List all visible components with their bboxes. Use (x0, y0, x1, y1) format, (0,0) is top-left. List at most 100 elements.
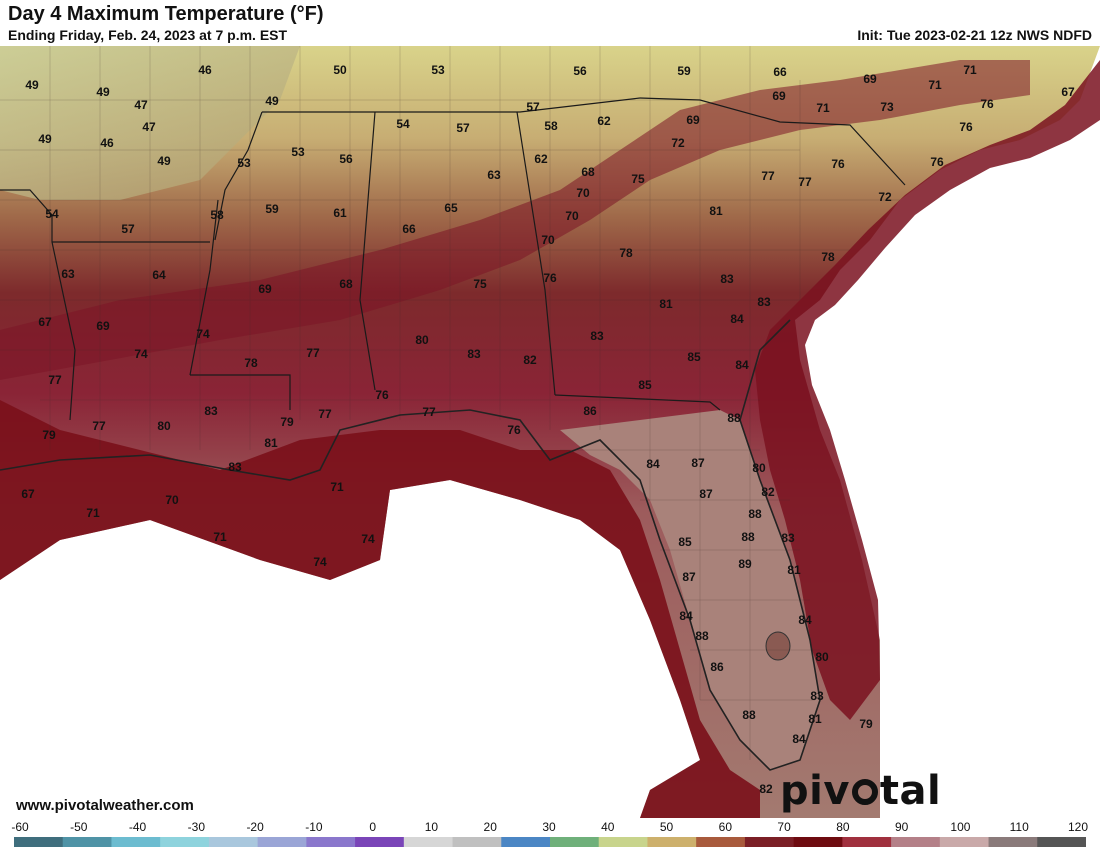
temperature-label: 75 (631, 172, 645, 186)
temperature-label: 66 (773, 65, 787, 79)
temperature-label: 82 (761, 485, 775, 499)
temperature-label: 78 (821, 250, 835, 264)
legend-swatch (355, 837, 405, 847)
temperature-label: 69 (863, 72, 877, 86)
temperature-label: 70 (165, 493, 179, 507)
temperature-label: 78 (244, 356, 258, 370)
temperature-label: 56 (339, 152, 353, 166)
map-title: Day 4 Maximum Temperature (°F) (8, 3, 324, 25)
temperature-label: 54 (396, 117, 410, 131)
temperature-label: 57 (456, 121, 470, 135)
temperature-label: 76 (831, 157, 845, 171)
temperature-label: 87 (691, 456, 705, 470)
coastline (0, 319, 821, 771)
temperature-label: 88 (742, 708, 756, 722)
temperature-label: 83 (757, 295, 771, 309)
temperature-label: 49 (38, 132, 52, 146)
temperature-label: 49 (25, 78, 39, 92)
temperature-label: 49 (96, 85, 110, 99)
temperature-label: 76 (543, 271, 557, 285)
legend-swatch (988, 837, 1038, 847)
site-url[interactable]: www.pivotalweather.com (16, 797, 194, 814)
temperature-label: 88 (741, 530, 755, 544)
temperature-label: 82 (759, 782, 773, 796)
temperature-label: 59 (677, 64, 691, 78)
temperature-label: 53 (237, 156, 251, 170)
temperature-label: 67 (21, 487, 35, 501)
temperature-label: 85 (638, 378, 652, 392)
legend-swatch (696, 837, 746, 847)
temperature-label: 83 (720, 272, 734, 286)
warm-band (0, 60, 1030, 380)
temperature-label: 79 (42, 428, 56, 442)
temperature-map: 49 49 47 47 49 46 49 46 49 53 50 53 56 59 66 69 71 71 69 71… (0, 46, 1100, 818)
temperature-label: 83 (204, 404, 218, 418)
temperature-label: 76 (959, 120, 973, 134)
legend-tick: 90 (894, 820, 909, 834)
legend-tick: 100 (950, 820, 971, 834)
temperature-label: 87 (682, 570, 696, 584)
temperature-label: 71 (928, 78, 942, 92)
temperature-label: 89 (738, 557, 752, 571)
temperature-label: 79 (859, 717, 873, 731)
temperature-label: 47 (142, 120, 156, 134)
temperature-label: 64 (152, 268, 166, 282)
temperature-label: 76 (375, 388, 389, 402)
temperature-label: 72 (671, 136, 685, 150)
temperature-label: 81 (808, 712, 822, 726)
temperature-label: 69 (258, 282, 272, 296)
temperature-label: 69 (772, 89, 786, 103)
temperature-label: 49 (265, 94, 279, 108)
temperature-label: 83 (810, 689, 824, 703)
temperature-label: 88 (695, 629, 709, 643)
atlantic-shelf (755, 60, 1100, 720)
cool-region (0, 46, 300, 200)
temperature-label: 57 (121, 222, 135, 236)
temperature-label: 74 (361, 532, 375, 546)
temperature-label: 57 (526, 100, 540, 114)
temperature-label: 76 (980, 97, 994, 111)
temperature-label: 77 (306, 346, 320, 360)
legend-tick: 110 (1009, 820, 1029, 834)
temperature-label: 62 (597, 114, 611, 128)
temperature-label: 68 (581, 165, 595, 179)
temperature-label: 84 (735, 358, 749, 372)
temperature-label: 53 (291, 145, 305, 159)
temperature-label: 74 (196, 327, 210, 341)
temperature-label: 70 (576, 186, 590, 200)
temperature-label: 84 (646, 457, 660, 471)
temperature-label: 54 (45, 207, 59, 221)
temperature-label: 77 (798, 175, 812, 189)
temperature-label: 83 (467, 347, 481, 361)
temperature-label: 79 (280, 415, 294, 429)
legend-tick: 70 (777, 820, 791, 834)
state-boundaries (0, 97, 906, 421)
legend-tick: 50 (659, 820, 674, 834)
temperature-label: 77 (422, 405, 436, 419)
temperature-label: 81 (264, 436, 278, 450)
temperature-label: 81 (709, 204, 723, 218)
temperature-label: 69 (96, 319, 110, 333)
temperature-label: 73 (880, 100, 894, 114)
legend-tick: -20 (246, 820, 264, 834)
legend-swatch (598, 837, 648, 847)
temperature-label: 63 (61, 267, 75, 281)
temperature-label: 86 (583, 404, 597, 418)
legend-swatch (14, 837, 64, 847)
temperature-label: 80 (415, 333, 429, 347)
legend-tick: 60 (718, 820, 733, 834)
temperature-label: 76 (507, 423, 521, 437)
legend-swatch (793, 837, 843, 847)
legend-swatch (842, 837, 892, 847)
legend-swatch (452, 837, 502, 847)
temperature-label: 67 (38, 315, 52, 329)
legend-tick: 80 (836, 820, 850, 834)
color-legend: -60 -50 -40 -30 -20 -10 0 10 20 30 40 50 60 70 80 90 100… (0, 818, 1100, 850)
legend-swatch (550, 837, 600, 847)
temperature-label: 71 (963, 63, 977, 77)
temperature-label: 84 (792, 732, 806, 746)
gulf-of-mexico (0, 480, 700, 818)
temperature-label: 63 (487, 168, 501, 182)
temperature-label: 83 (228, 460, 242, 474)
temperature-label: 71 (213, 530, 227, 544)
